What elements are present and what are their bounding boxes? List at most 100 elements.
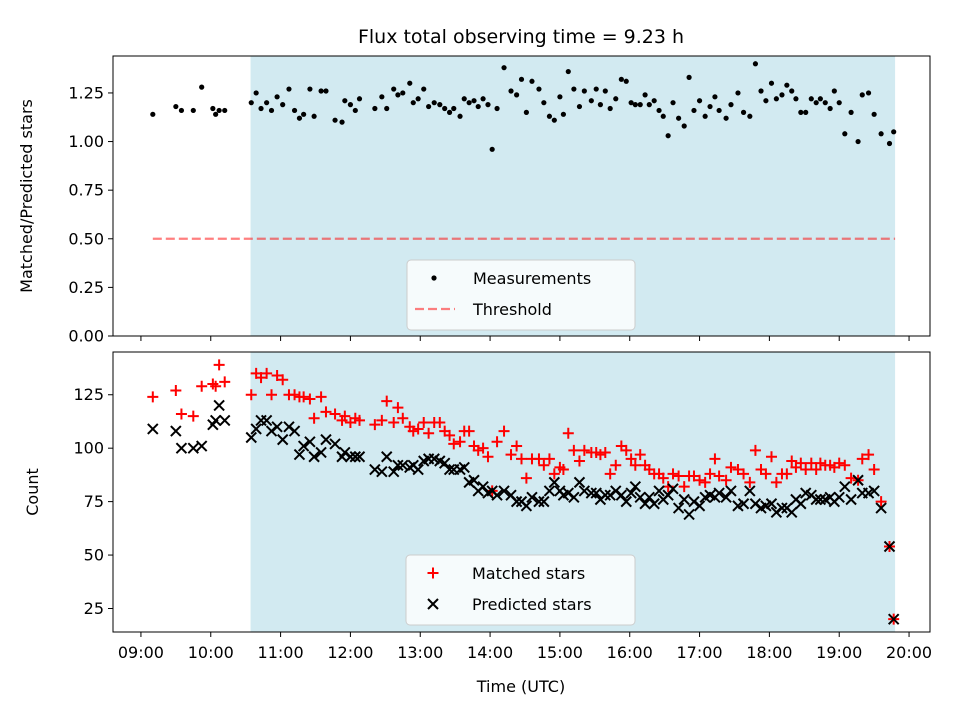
matched-star-point: [548, 468, 560, 480]
legend-label: Measurements: [473, 269, 591, 288]
x-tick-label: 15:00: [537, 643, 583, 662]
predicted-star-point: [599, 489, 612, 501]
matched-star-point: [839, 459, 851, 471]
matched-star-point: [219, 376, 231, 388]
y-tick-label: 25: [84, 599, 104, 618]
matched-star-point: [720, 474, 732, 486]
matched-star-point: [694, 474, 706, 486]
matched-star-point: [634, 449, 646, 461]
predicted-star-point: [639, 498, 651, 510]
measurement-point: [466, 100, 472, 106]
predicted-star-point: [170, 425, 182, 437]
predicted-star-point: [195, 440, 208, 452]
y-tick-label: 1.00: [68, 132, 104, 151]
predicted-star-point: [568, 491, 580, 504]
predicted-star-point: [786, 506, 798, 519]
x-tick-label: 13:00: [397, 643, 443, 662]
x-tick-label: 17:00: [677, 643, 723, 662]
predicted-star-point: [814, 493, 827, 506]
matched-star-point: [423, 427, 435, 439]
predicted-star-point: [315, 446, 327, 459]
measurement-point: [865, 90, 872, 96]
measurement-point: [258, 105, 264, 112]
axes-frame: [112, 351, 931, 633]
x-tick-label: 14:00: [467, 643, 513, 662]
matched-star-point: [444, 429, 456, 441]
matched-star-point: [392, 402, 404, 414]
top-panel-flux-ratio: 0.00 0.25 0.50 0.75 1.00 1.25 Matched/Predicte…: [17, 55, 931, 346]
measurement-point: [707, 103, 713, 110]
measurement-point: [518, 76, 525, 82]
matched-star-point: [810, 464, 822, 476]
measurement-point: [565, 68, 571, 75]
predicted-star-point: [578, 485, 591, 497]
matched-star-point: [308, 412, 320, 424]
measurement-point: [571, 86, 577, 92]
matched-star-point: [599, 446, 611, 458]
measurement-point: [656, 107, 662, 114]
measurement-point: [395, 92, 401, 98]
measurement-point: [637, 102, 643, 108]
matched-star-point: [381, 395, 393, 407]
matched-star-point: [620, 444, 632, 456]
matched-star-point: [245, 389, 257, 401]
measurement-point: [546, 113, 553, 119]
x-tick-label: 11:00: [258, 643, 304, 662]
matched-star-point: [315, 391, 327, 403]
matched-star-point: [610, 459, 622, 471]
matched-star-point: [516, 453, 527, 465]
predicted-star-point: [458, 461, 470, 474]
legend-label: Predicted stars: [472, 595, 592, 614]
matched-star-point: [732, 464, 744, 476]
measurement-point: [523, 109, 529, 115]
predicted-star-point: [776, 502, 788, 514]
predicted-star-point: [213, 399, 225, 412]
measurement-point: [471, 98, 477, 104]
measurement-point: [400, 90, 406, 96]
matched-star-point: [573, 455, 585, 467]
matched-star-point: [786, 455, 798, 467]
y-tick-label: 100: [73, 439, 104, 458]
measurement-point: [740, 109, 747, 115]
measurement-point: [216, 107, 222, 114]
matched-star-point: [454, 436, 466, 448]
predicted-star-point: [293, 448, 306, 461]
measurement-point: [222, 107, 228, 114]
measurement-point: [623, 78, 629, 84]
predicted-star-point: [288, 425, 301, 437]
measurement-point: [803, 109, 809, 115]
measurement-point: [475, 103, 481, 110]
measurement-point: [391, 86, 397, 92]
predicted-star-point: [344, 451, 357, 463]
measurement-point: [178, 107, 185, 114]
y-axis-label: Count: [23, 468, 42, 516]
matched-star-point: [498, 425, 510, 437]
measurement-point: [514, 92, 520, 98]
legend: Measurements Threshold: [406, 259, 636, 331]
predicted-star-point: [147, 423, 159, 435]
measurement-point: [848, 109, 854, 115]
measurement-point: [480, 96, 486, 102]
measurement-point: [451, 105, 457, 112]
matched-star-point: [320, 406, 332, 418]
matched-star-point: [738, 468, 750, 480]
predicted-star-point: [498, 485, 510, 497]
series-measurements: [150, 61, 897, 152]
measurement-point: [332, 117, 338, 123]
measurement-point: [307, 86, 313, 92]
matched-star-point: [629, 459, 641, 471]
predicted-star-point: [304, 436, 316, 448]
measurement-point: [588, 98, 594, 104]
series-predicted-stars: [147, 399, 900, 625]
measurement-point: [264, 100, 270, 106]
matched-star-point: [277, 374, 289, 386]
predicted-star-point: [737, 498, 750, 510]
measurement-point: [529, 78, 535, 84]
measurement-point: [813, 100, 819, 106]
measurement-point: [676, 115, 682, 121]
predicted-star-point: [839, 480, 851, 493]
matched-star-point: [543, 453, 555, 465]
matched-star-point: [418, 417, 430, 429]
measurement-point: [557, 94, 563, 100]
matched-star-point: [261, 367, 273, 379]
